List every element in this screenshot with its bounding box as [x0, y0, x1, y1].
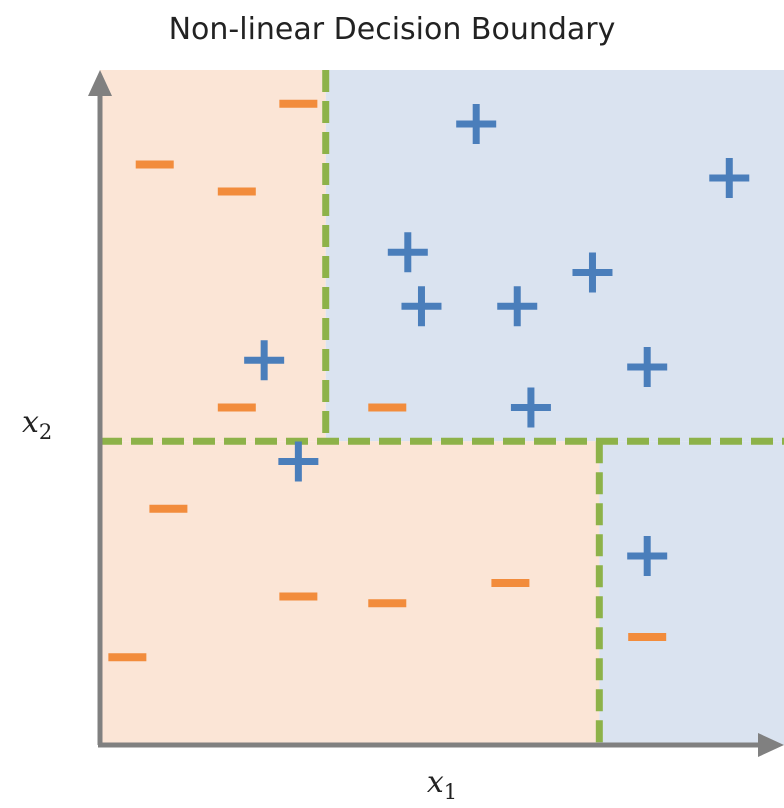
- positive-point-5: [401, 286, 442, 327]
- positive-point-11: [627, 536, 668, 576]
- negative-point-4: [217, 403, 256, 412]
- negative-point-2: [135, 160, 174, 169]
- negative-point-1: [279, 99, 318, 108]
- negative-point-10: [108, 653, 147, 662]
- negative-point-3: [217, 187, 256, 196]
- x-axis-arrowhead: [758, 733, 784, 757]
- positive-region-lower-right: [599, 441, 784, 745]
- y-axis-label: x2: [22, 405, 52, 444]
- positive-point-10: [278, 441, 319, 482]
- negative-region-upper-left: [100, 70, 326, 442]
- negative-point-8: [368, 599, 407, 608]
- decision-boundary-lines: [100, 70, 784, 745]
- positive-point-9: [510, 387, 551, 428]
- negative-point-6: [149, 504, 188, 513]
- negative-point-9: [491, 579, 530, 587]
- chart-title: Non-linear Decision Boundary: [168, 12, 616, 47]
- negative-region-lower-left: [100, 441, 600, 745]
- y-axis-arrowhead: [88, 70, 112, 96]
- positive-point-1: [456, 104, 497, 144]
- positive-point-7: [244, 340, 285, 381]
- positive-point-4: [572, 252, 613, 293]
- negative-point-11: [628, 633, 667, 641]
- negative-point-7: [279, 592, 318, 601]
- axes: [88, 70, 784, 757]
- positive-point-6: [497, 286, 538, 327]
- negative-point-5: [368, 403, 407, 412]
- x-axis-label: x1: [427, 765, 457, 804]
- positive-point-3: [387, 232, 428, 273]
- positive-point-2: [709, 158, 750, 198]
- data-points: [108, 99, 750, 662]
- positive-point-8: [627, 347, 668, 387]
- regions: [100, 70, 784, 745]
